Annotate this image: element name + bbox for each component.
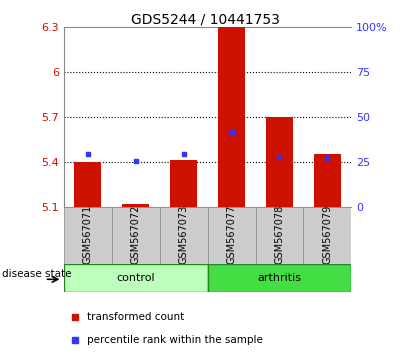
Text: transformed count: transformed count: [87, 312, 184, 322]
Text: GSM567078: GSM567078: [275, 205, 284, 264]
Bar: [208, 207, 256, 264]
Text: percentile rank within the sample: percentile rank within the sample: [87, 335, 263, 346]
Text: disease state: disease state: [2, 269, 72, 279]
Text: GSM567072: GSM567072: [131, 205, 141, 264]
Bar: [208, 264, 351, 292]
Text: GSM567079: GSM567079: [323, 205, 332, 264]
Bar: [159, 207, 208, 264]
Bar: [64, 207, 112, 264]
Bar: [218, 27, 245, 207]
Text: GDS5244 / 10441753: GDS5244 / 10441753: [131, 12, 280, 27]
Bar: [303, 207, 351, 264]
Bar: [171, 160, 197, 207]
Text: arthritis: arthritis: [257, 273, 302, 283]
Bar: [314, 154, 341, 207]
Bar: [64, 264, 208, 292]
Bar: [266, 117, 293, 207]
Bar: [74, 162, 101, 207]
Text: GSM567071: GSM567071: [83, 205, 92, 264]
Text: control: control: [116, 273, 155, 283]
Text: GSM567073: GSM567073: [179, 205, 189, 264]
Bar: [122, 204, 149, 207]
Bar: [112, 207, 159, 264]
Bar: [256, 207, 303, 264]
Text: GSM567077: GSM567077: [226, 205, 236, 264]
